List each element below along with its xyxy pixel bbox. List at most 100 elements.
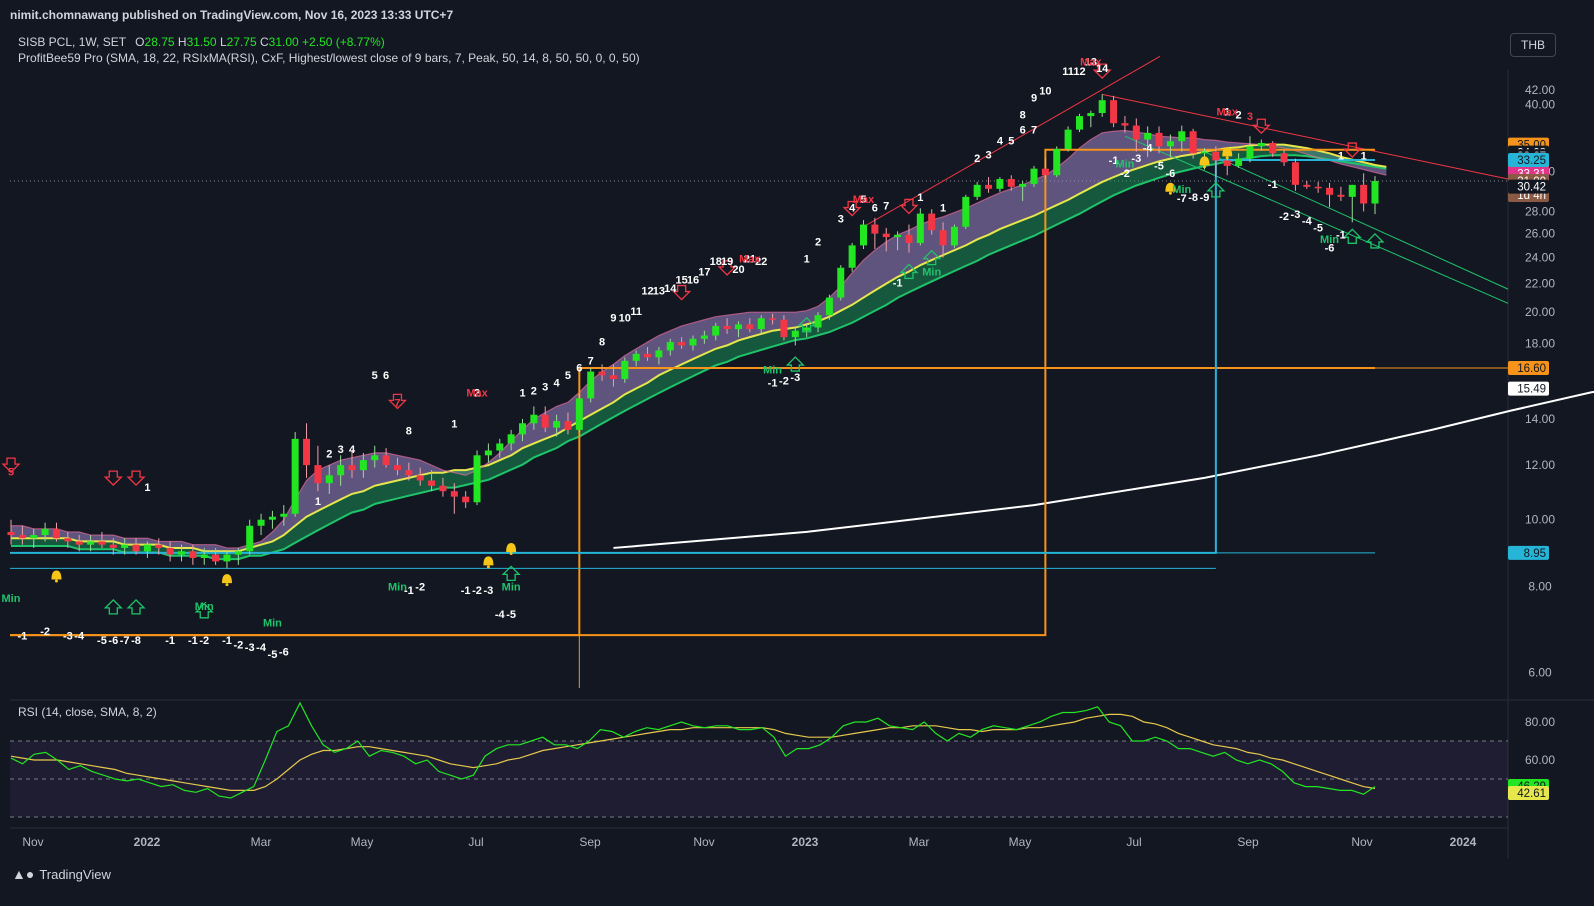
x-tick-label: 2024 <box>1450 835 1477 849</box>
candle <box>598 364 606 381</box>
count-label: 1 <box>804 254 810 266</box>
chart-canvas[interactable]: 42.0040.0032.0028.0026.0024.0022.0020.00… <box>0 0 1594 858</box>
candle <box>1132 118 1140 152</box>
candle-body <box>52 528 60 539</box>
candle <box>587 367 595 403</box>
candle <box>325 465 333 494</box>
candle <box>734 321 742 338</box>
sell-arrow-icon <box>899 198 919 215</box>
candle <box>1098 94 1106 117</box>
candle <box>1144 126 1152 157</box>
falling-trendline-upper <box>1102 93 1509 180</box>
candle-body <box>1371 180 1379 204</box>
candle <box>871 217 879 249</box>
alert-bell-icon <box>1165 182 1176 192</box>
candle-body <box>644 353 652 358</box>
count-label: Max <box>853 194 875 206</box>
candle <box>1360 173 1368 212</box>
count-label: 6 <box>872 202 878 214</box>
rsi-legend[interactable]: RSI (14, close, SMA, 8, 2) <box>18 705 157 719</box>
candle <box>1314 181 1322 193</box>
count-label: -2 <box>1279 211 1289 223</box>
count-label: Min <box>763 364 782 376</box>
indicator-legend[interactable]: ProfitBee59 Pro (SMA, 18, 22, RSIxMA(RSI… <box>18 51 640 65</box>
candle-body <box>1110 100 1118 124</box>
alert-bell-icon <box>51 570 62 580</box>
candle-body <box>1201 151 1208 154</box>
candle <box>303 423 311 478</box>
candle <box>257 513 265 536</box>
count-label: 5 <box>372 370 378 382</box>
count-label: -7 <box>1177 193 1187 205</box>
count-label: 4 <box>997 136 1004 148</box>
candle <box>450 483 458 514</box>
alert-bell-icon <box>486 565 490 569</box>
candle <box>519 418 526 442</box>
candle-body <box>860 224 867 246</box>
candle-body <box>1087 113 1095 117</box>
buy-arrow-icon <box>922 249 942 266</box>
candle-body <box>1212 151 1220 161</box>
price-axis-label-bg <box>1508 152 1549 167</box>
count-label: 7 <box>588 355 594 367</box>
candle-body <box>1075 116 1083 130</box>
candle-body <box>689 338 697 346</box>
buy-arrow-icon <box>1342 228 1362 244</box>
count-label: Min <box>388 581 407 593</box>
candle-body <box>621 360 629 379</box>
count-label: -1 <box>1268 179 1278 191</box>
count-label: -3 <box>1131 153 1141 165</box>
change-value: +2.50 (+8.77%) <box>302 35 385 49</box>
count-label: -6 <box>108 635 118 647</box>
candle-body <box>121 544 129 548</box>
count-label: 1 <box>1224 106 1230 118</box>
symbol-label: SISB PCL, 1W, SET <box>18 35 126 49</box>
count-label: -2 <box>40 626 50 638</box>
count-label: 14 <box>664 283 677 295</box>
candle <box>155 538 163 555</box>
candle <box>780 315 788 341</box>
count-label: 1 <box>917 192 923 204</box>
candle <box>1303 180 1311 189</box>
count-label: -1 <box>461 585 471 597</box>
candle <box>18 525 26 545</box>
count-label: -5 <box>268 649 278 661</box>
alert-bell-icon <box>506 542 517 552</box>
currency-button[interactable]: THB <box>1510 33 1556 57</box>
buy-arrow-icon <box>1206 181 1226 198</box>
candle-body <box>75 541 83 545</box>
candle-body <box>1337 194 1345 197</box>
candle-body <box>1360 184 1368 204</box>
candle-body <box>314 465 322 484</box>
candle-body <box>825 297 833 316</box>
count-label: 19 <box>721 256 733 268</box>
candle-body <box>769 318 777 320</box>
count-label: -5 <box>97 635 107 647</box>
candle-body <box>848 245 856 268</box>
candle-body <box>882 233 890 238</box>
count-label: 9 <box>610 312 616 324</box>
candle <box>234 547 242 565</box>
candle <box>1257 139 1265 151</box>
y-tick-label: 26.00 <box>1525 227 1555 241</box>
candle <box>1019 180 1027 201</box>
candle <box>52 522 60 542</box>
alert-bell-icon <box>225 583 229 587</box>
candle-body <box>337 465 345 476</box>
rising-trendline <box>863 55 1161 228</box>
count-label: 4 <box>349 444 356 456</box>
count-label: 8 <box>406 425 412 437</box>
candle <box>1075 113 1083 133</box>
count-label: -2 <box>199 635 209 647</box>
candle-body <box>1223 160 1231 166</box>
count-label: 2 <box>474 387 480 399</box>
x-tick-label: Mar <box>251 835 272 849</box>
candle-body <box>803 327 811 331</box>
candle <box>439 477 447 497</box>
count-label: -1 <box>768 378 778 390</box>
candle-body <box>519 423 526 435</box>
count-label: Min <box>263 617 282 629</box>
candle-body <box>1098 100 1106 114</box>
tradingview-logo[interactable]: ▲● TradingView <box>12 866 111 882</box>
candle <box>359 452 367 478</box>
